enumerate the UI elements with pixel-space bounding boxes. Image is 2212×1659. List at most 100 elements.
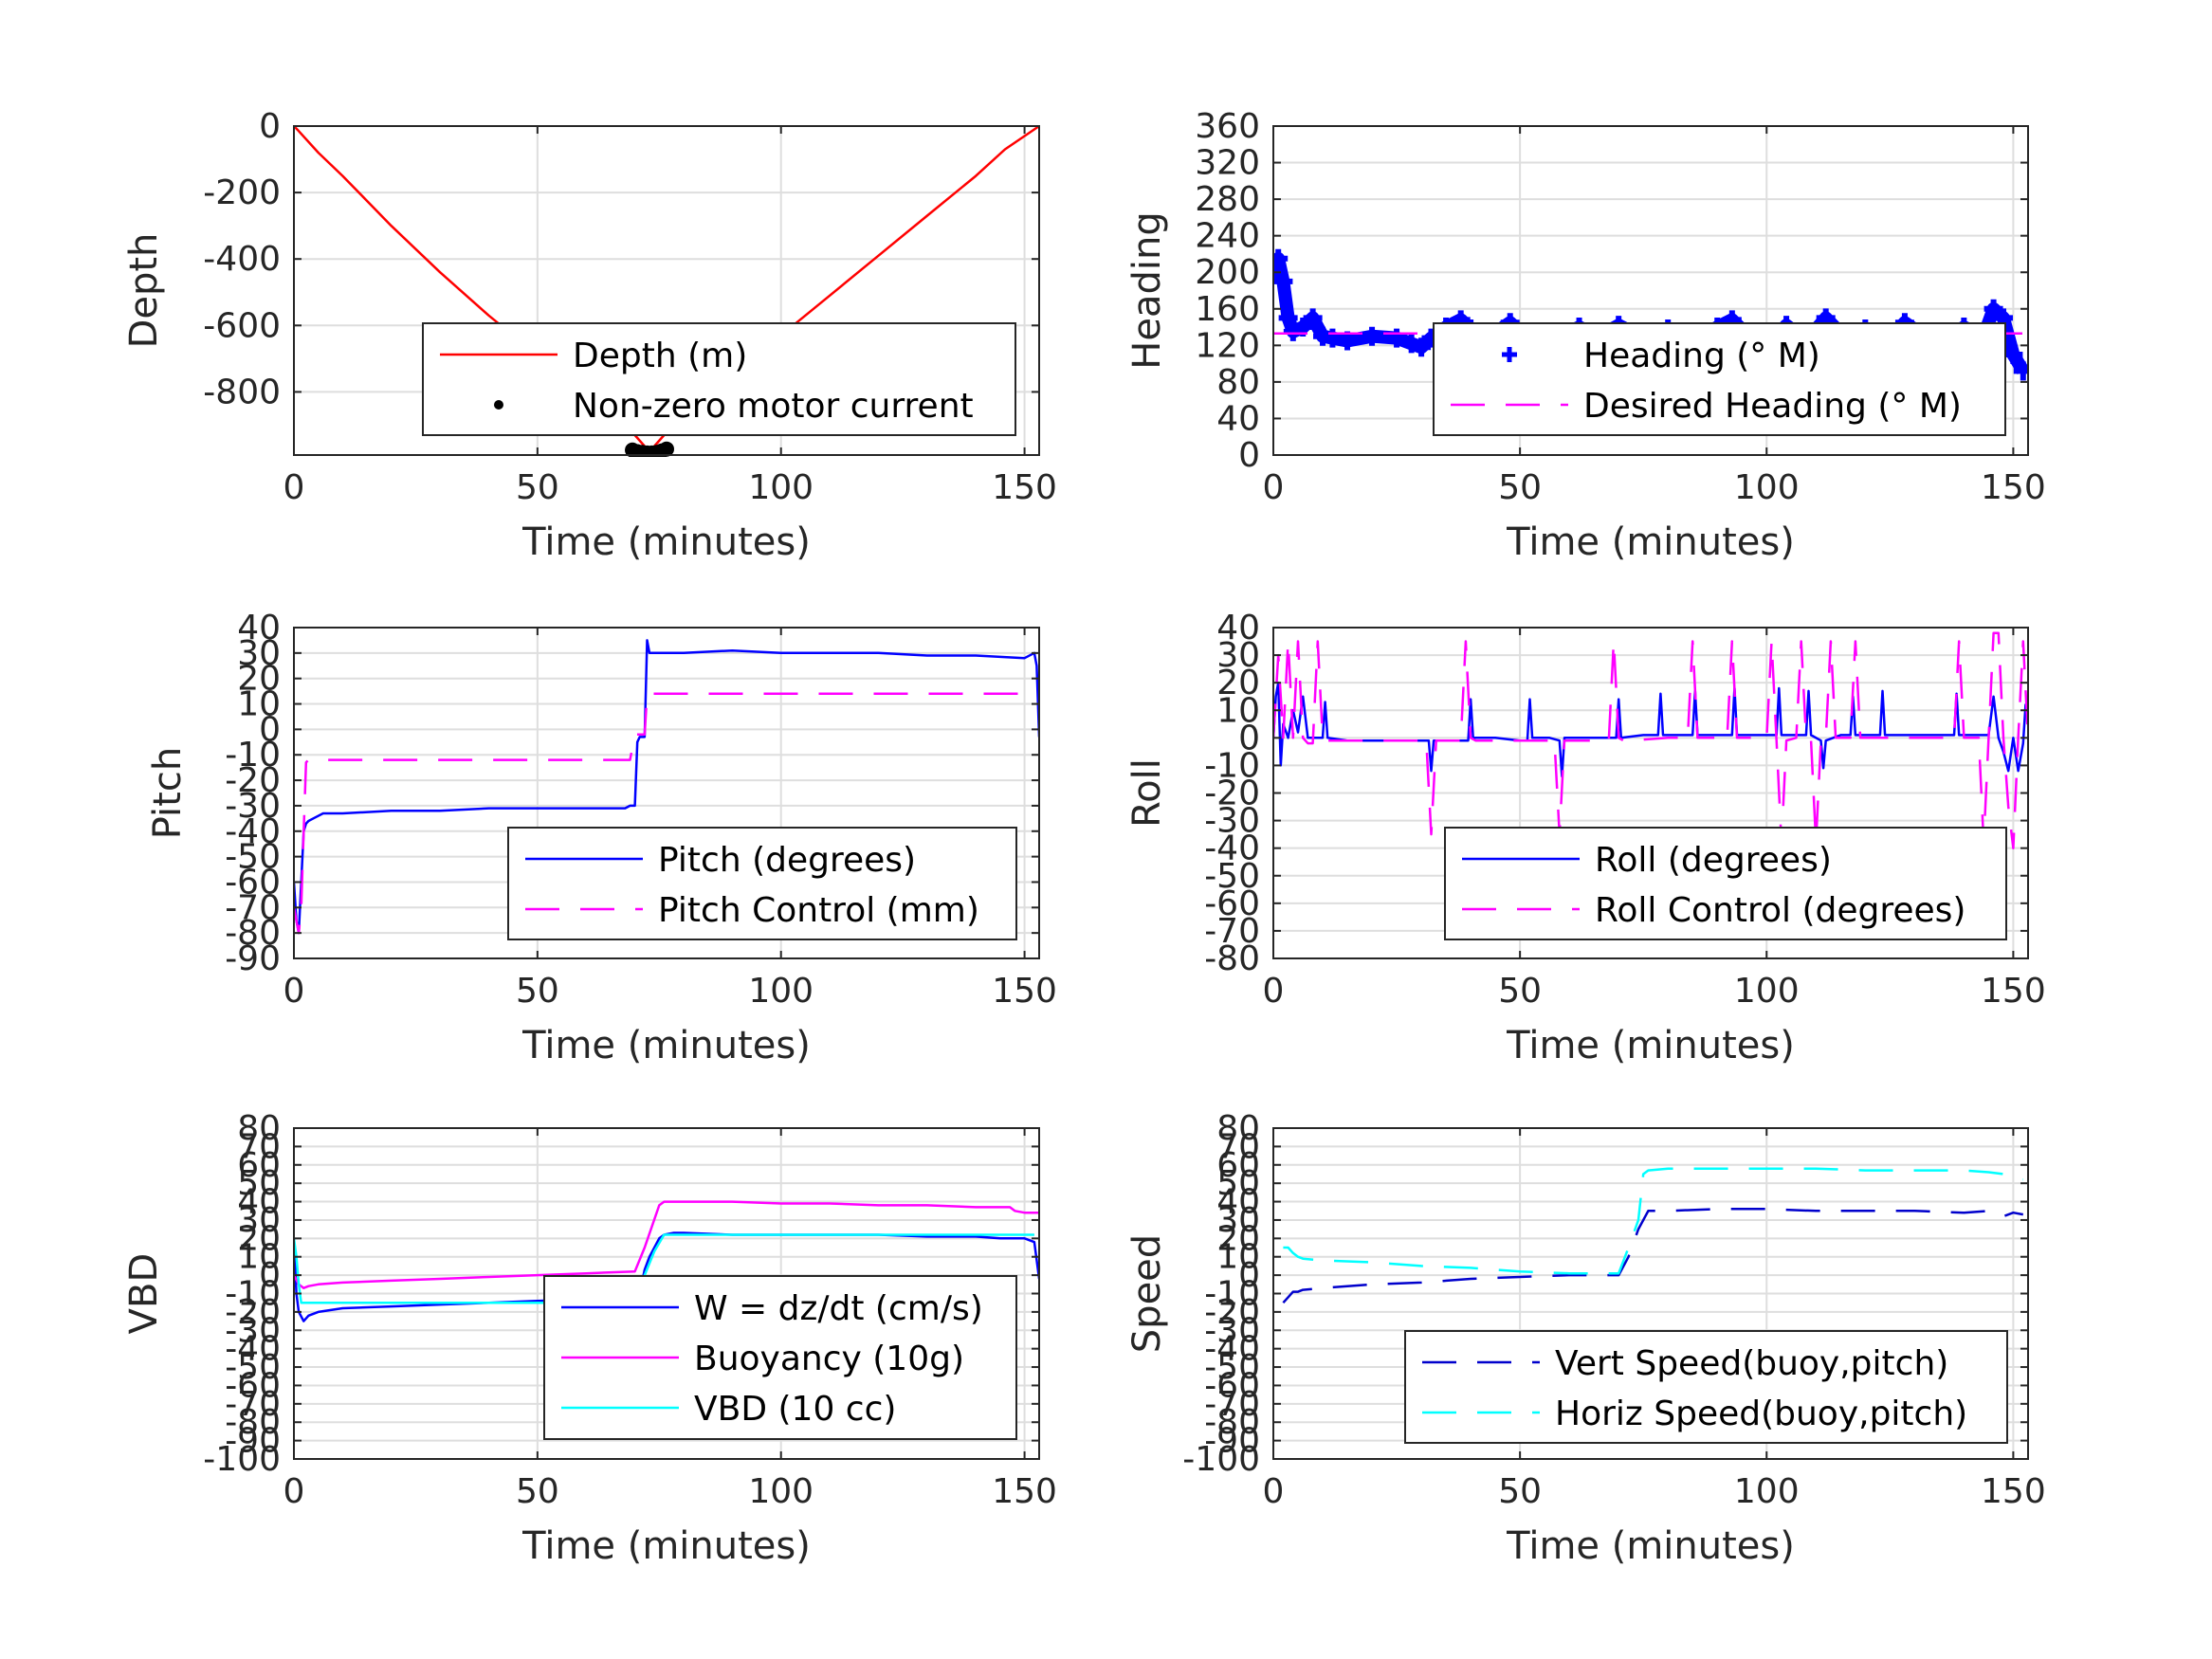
x-tick-label: 0 (1263, 468, 1285, 507)
y-tick-label: -800 (203, 373, 281, 411)
ticks (293, 125, 1039, 455)
legend-label: W = dz/dt (cm/s) (694, 1289, 983, 1328)
legend-label: Depth (m) (573, 337, 747, 375)
y-tick-label: -20 (1204, 775, 1260, 813)
y-tick-label: -40 (225, 1330, 281, 1369)
y-tick-label: -30 (1204, 802, 1260, 841)
x-axis-label: Time (minutes) (521, 1024, 811, 1067)
y-tick-label: -80 (1204, 1403, 1260, 1442)
y-tick-label: -10 (1204, 1275, 1260, 1314)
y-tick-label: 20 (1216, 1219, 1260, 1258)
x-tick-label: 0 (283, 1472, 305, 1511)
y-tick-label: -200 (203, 173, 281, 212)
y-tick-label: 30 (237, 634, 281, 673)
y-tick-label: 0 (259, 107, 281, 146)
y-tick-label: 200 (1195, 253, 1260, 292)
y-tick-label: 40 (237, 1183, 281, 1222)
legend-box (1404, 1330, 2008, 1444)
y-tick-label: -40 (1204, 1330, 1260, 1369)
x-tick-label: 150 (992, 468, 1057, 507)
y-tick-label: -90 (225, 1422, 281, 1461)
x-axis-label: Time (minutes) (1506, 520, 1795, 564)
y-tick-label: -60 (1204, 884, 1260, 923)
legend-label: Buoyancy (10g) (694, 1340, 964, 1378)
y-tick-label: -40 (1204, 830, 1260, 868)
legend-label: VBD (10 cc) (694, 1390, 896, 1429)
y-tick-label: 0 (259, 710, 281, 749)
x-tick-label: 100 (748, 972, 814, 1011)
x-tick-label: 50 (516, 972, 559, 1011)
y-axis-label: Speed (1125, 1234, 1169, 1353)
y-tick-label: 50 (237, 1164, 281, 1203)
x-tick-label: 150 (1981, 972, 2046, 1011)
legend: Roll (degrees) Roll Control (degrees) (1444, 827, 2007, 940)
ticks (293, 627, 1039, 959)
y-tick-label: -40 (225, 812, 281, 851)
y-tick-label: 280 (1195, 180, 1260, 219)
x-tick-label: 150 (1981, 1472, 2046, 1511)
y-tick-label: -50 (225, 1348, 281, 1387)
plot-data (294, 124, 1039, 457)
y-tick-label: -60 (225, 1366, 281, 1405)
y-tick-label: -90 (225, 939, 281, 978)
x-axis-label: Time (minutes) (521, 1524, 811, 1568)
series-vbd-0 (294, 1231, 1039, 1322)
y-tick-label: 70 (237, 1127, 281, 1166)
y-tick-label: 50 (1216, 1164, 1260, 1203)
y-tick-label: 0 (259, 1256, 281, 1295)
x-tick-label: 150 (1981, 468, 2046, 507)
legend: W = dz/dt (cm/s) Buoyancy (10g) VBD (10 cc… (543, 1275, 1017, 1440)
legend: Pitch (degrees) Pitch Control (mm) (507, 827, 1017, 940)
y-tick-label: 10 (1216, 1238, 1260, 1277)
y-tick-label: 120 (1195, 326, 1260, 365)
x-tick-label: 150 (992, 1472, 1057, 1511)
y-tick-label: 60 (1216, 1146, 1260, 1185)
legend-label: Horiz Speed(buoy,pitch) (1555, 1395, 1967, 1433)
y-tick-label: 10 (1216, 691, 1260, 730)
y-tick-label: -60 (1204, 1366, 1260, 1405)
y-tick-label: -10 (1204, 746, 1260, 785)
y-tick-label: -10 (225, 1275, 281, 1314)
y-tick-label: 0 (1238, 1256, 1260, 1295)
y-tick-label: -100 (1182, 1440, 1260, 1479)
y-tick-label: 10 (237, 1238, 281, 1277)
y-tick-label: 0 (1238, 436, 1260, 475)
legend-label: Pitch Control (mm) (658, 891, 979, 930)
y-tick-label: -50 (1204, 857, 1260, 896)
plot-data (1273, 631, 2028, 849)
y-tick-label: -90 (1204, 1422, 1260, 1461)
legend: Heading (° M) Desired Heading (° M) (1433, 322, 2006, 436)
legend-box (1433, 322, 2006, 436)
y-tick-label: -50 (225, 838, 281, 877)
y-axis-label: Depth (122, 233, 166, 349)
legend-box (1444, 827, 2007, 940)
series-speed-1 (1283, 1167, 2024, 1275)
x-axis-label: Time (minutes) (1506, 1024, 1795, 1067)
x-tick-label: 100 (1734, 1472, 1800, 1511)
x-tick-label: 100 (748, 1472, 814, 1511)
y-axis-label: Pitch (146, 747, 190, 839)
x-tick-label: 0 (1263, 1472, 1285, 1511)
y-tick-label: 70 (1216, 1127, 1260, 1166)
y-tick-label: -600 (203, 306, 281, 345)
series-speed-0 (1282, 1208, 2024, 1304)
x-tick-label: 0 (1263, 972, 1285, 1011)
y-tick-label: -20 (225, 1293, 281, 1332)
ticks (1272, 125, 2028, 456)
x-axis-label: Time (minutes) (1506, 1524, 1795, 1568)
y-tick-label: 30 (1216, 636, 1260, 675)
x-tick-label: 50 (1498, 972, 1542, 1011)
x-axis-label: Time (minutes) (521, 520, 811, 564)
plot-data (1282, 1167, 2024, 1304)
legend-marker (1502, 347, 1517, 362)
y-axis-label: VBD (122, 1253, 166, 1335)
legend-label: Roll (degrees) (1595, 841, 1832, 880)
legend-label: Heading (° M) (1583, 337, 1820, 375)
series-depth-0 (294, 124, 1039, 453)
y-tick-label: -30 (225, 787, 281, 826)
y-tick-label: -80 (225, 914, 281, 953)
x-tick-label: 100 (1734, 972, 1800, 1011)
y-tick-label: -20 (225, 761, 281, 800)
y-tick-label: -10 (225, 736, 281, 775)
